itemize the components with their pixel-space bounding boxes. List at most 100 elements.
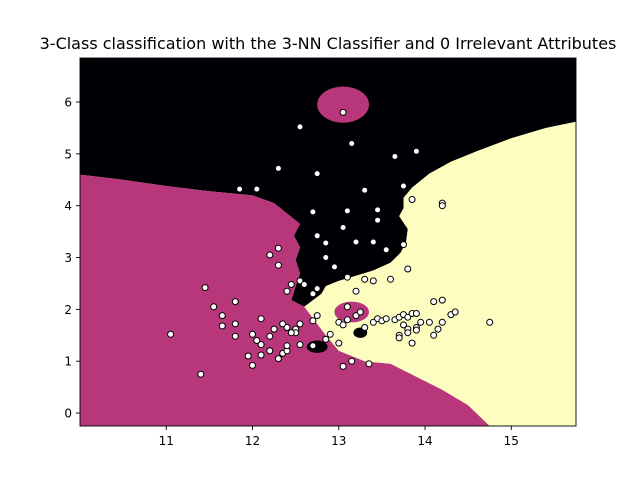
data-point — [274, 164, 282, 172]
data-point — [438, 318, 446, 326]
data-point — [387, 275, 394, 283]
data-point — [313, 285, 321, 293]
data-point — [438, 202, 446, 210]
y-tick-label: 3 — [64, 251, 72, 265]
data-point — [287, 281, 295, 288]
data-point — [296, 320, 304, 328]
y-tick-label: 2 — [64, 303, 72, 317]
data-point — [296, 341, 304, 349]
data-point — [361, 275, 369, 283]
data-point — [244, 352, 252, 360]
data-point — [343, 273, 351, 281]
data-point — [283, 287, 291, 295]
decision-island-class-1 — [334, 301, 370, 323]
data-point — [197, 370, 205, 378]
data-points — [167, 108, 494, 378]
data-point — [339, 224, 347, 231]
data-point — [348, 140, 356, 147]
data-point — [313, 170, 321, 178]
x-tick-label: 12 — [245, 434, 260, 448]
decision-region-class-0 — [80, 58, 576, 307]
data-point — [283, 324, 291, 331]
data-point — [412, 326, 420, 334]
data-point — [274, 355, 282, 363]
data-point — [253, 337, 261, 344]
x-tick-label: 14 — [417, 434, 432, 448]
data-point — [404, 329, 412, 337]
data-point — [343, 316, 351, 324]
data-point — [249, 361, 256, 369]
data-point — [400, 321, 407, 329]
data-point — [266, 332, 274, 340]
data-point — [374, 206, 382, 214]
data-point — [404, 313, 412, 321]
x-tick-label: 15 — [504, 434, 519, 448]
data-point — [167, 330, 175, 338]
data-point — [356, 308, 364, 316]
data-point — [257, 341, 265, 349]
data-point — [300, 281, 308, 288]
data-point — [283, 342, 291, 350]
data-point — [270, 325, 278, 333]
data-point — [412, 147, 420, 155]
data-point — [309, 290, 317, 298]
x-tick-label: 11 — [159, 434, 174, 448]
data-point — [339, 362, 347, 370]
data-point — [438, 296, 446, 304]
data-point — [352, 238, 360, 246]
data-point — [382, 246, 390, 254]
data-point — [400, 241, 407, 249]
data-point — [408, 196, 416, 203]
y-tick-label: 4 — [64, 199, 72, 213]
y-tick-label: 5 — [64, 147, 72, 161]
data-point — [486, 318, 494, 326]
data-point — [395, 334, 403, 342]
data-point — [339, 108, 347, 116]
data-point — [374, 216, 382, 224]
data-point — [326, 330, 334, 338]
chart-title: 3-Class classification with the 3-NN Cla… — [40, 34, 617, 53]
data-point — [322, 239, 330, 247]
data-point — [361, 186, 369, 194]
data-point — [400, 182, 407, 190]
data-point — [231, 298, 239, 306]
data-point — [210, 303, 218, 311]
data-point — [257, 351, 265, 359]
data-point — [434, 325, 442, 333]
data-point — [365, 360, 373, 368]
data-point — [451, 308, 459, 316]
data-point — [352, 287, 360, 295]
data-point — [236, 185, 244, 193]
data-point — [274, 261, 282, 269]
data-point — [266, 251, 274, 259]
data-point — [249, 330, 256, 338]
data-point — [339, 321, 347, 329]
data-point — [361, 324, 369, 331]
data-point — [425, 318, 433, 326]
y-tick-label: 1 — [64, 355, 72, 369]
data-point — [231, 332, 239, 340]
data-point — [382, 315, 390, 323]
data-point — [348, 357, 356, 365]
data-point — [322, 254, 330, 261]
y-axis: 0 1 2 3 4 5 6 — [64, 96, 80, 421]
data-point — [369, 277, 377, 285]
y-tick-label: 0 — [64, 407, 72, 421]
data-point — [412, 310, 420, 317]
data-point — [369, 238, 377, 246]
decision-region-class-1 — [80, 174, 490, 426]
data-point — [391, 153, 399, 160]
data-point — [430, 331, 438, 339]
data-point — [430, 298, 438, 306]
data-point — [343, 303, 351, 311]
plot-frame — [79, 57, 577, 427]
data-point — [296, 123, 304, 131]
data-point — [417, 318, 425, 326]
data-point — [287, 329, 295, 337]
data-point — [313, 232, 321, 240]
data-point — [313, 312, 321, 320]
data-point — [309, 317, 317, 325]
data-point — [231, 320, 239, 328]
